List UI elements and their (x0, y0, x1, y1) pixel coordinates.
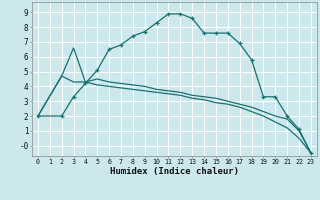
X-axis label: Humidex (Indice chaleur): Humidex (Indice chaleur) (110, 167, 239, 176)
